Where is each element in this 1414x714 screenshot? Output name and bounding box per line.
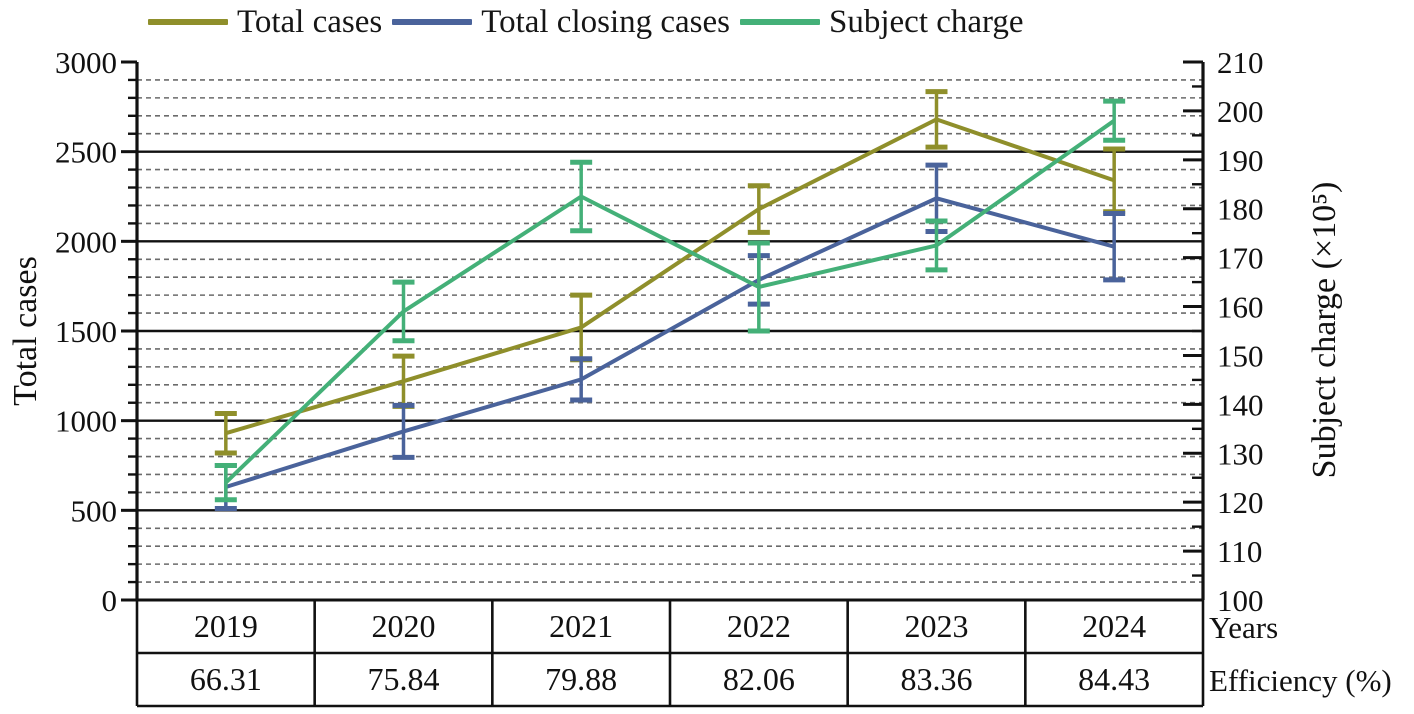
series-line-total-closing-cases — [225, 196, 1115, 489]
efficiency-row-label: Efficiency (%) — [1209, 663, 1392, 698]
year-cell: 2022 — [727, 608, 791, 644]
right-axis-tick-label: 170 — [1217, 241, 1264, 276]
left-axis-tick-label: 2500 — [55, 135, 117, 170]
year-cell: 2020 — [372, 608, 436, 644]
legend-line-subject-charge-icon — [740, 19, 821, 25]
legend-item-total-cases: Total cases — [148, 4, 382, 40]
right-axis-title: Subject charge (×10⁵) — [1306, 181, 1343, 479]
year-cell: 2024 — [1082, 608, 1146, 644]
years-row-label: Years — [1209, 610, 1279, 645]
left-axis-tick-label: 0 — [102, 583, 118, 618]
right-axis-tick-label: 200 — [1217, 94, 1264, 129]
right-axis-tick-label: 180 — [1217, 192, 1264, 227]
right-axis-tick-label: 110 — [1217, 534, 1262, 569]
year-cell: 2021 — [549, 608, 613, 644]
right-axis-tick-label: 190 — [1217, 143, 1264, 178]
legend-label: Total cases — [237, 4, 383, 40]
legend-label: Total closing cases — [481, 4, 731, 40]
legend-line-total-cases-icon — [148, 19, 228, 25]
right-axis-tick-label: 100 — [1217, 583, 1264, 618]
right-axis-tick-label: 130 — [1217, 436, 1264, 471]
left-axis-tick-label: 500 — [71, 493, 118, 528]
legend: Total cases Total closing cases Subject … — [148, 4, 1034, 40]
right-axis-tick-label: 120 — [1217, 485, 1264, 520]
left-axis-title: Total cases — [7, 256, 44, 406]
efficiency-cell: 83.36 — [901, 661, 973, 697]
series-line-subject-charge — [224, 119, 1116, 485]
left-axis-tick-label: 3000 — [55, 45, 117, 80]
series-line-total-cases — [225, 117, 1115, 436]
efficiency-cell: 84.43 — [1078, 661, 1150, 697]
legend-item-total-closing-cases: Total closing cases — [392, 4, 730, 40]
left-axis-tick-label: 1000 — [55, 404, 117, 439]
year-cell: 2019 — [194, 608, 258, 644]
legend-label: Subject charge — [829, 4, 1024, 40]
efficiency-cell: 75.84 — [368, 661, 440, 697]
efficiency-cell: 79.88 — [545, 661, 617, 697]
efficiency-cell: 82.06 — [723, 661, 795, 697]
right-axis-tick-label: 140 — [1217, 387, 1264, 422]
legend-item-subject-charge: Subject charge — [740, 4, 1024, 40]
right-axis-tick-label: 210 — [1217, 45, 1264, 80]
right-axis-tick-label: 160 — [1217, 290, 1264, 325]
efficiency-cell: 66.31 — [190, 661, 262, 697]
right-axis-tick-label: 150 — [1217, 338, 1264, 373]
left-axis-tick-label: 1500 — [55, 314, 117, 349]
left-axis-tick-label: 2000 — [55, 224, 117, 259]
year-cell: 2023 — [905, 608, 969, 644]
legend-line-total-closing-cases-icon — [392, 19, 473, 25]
